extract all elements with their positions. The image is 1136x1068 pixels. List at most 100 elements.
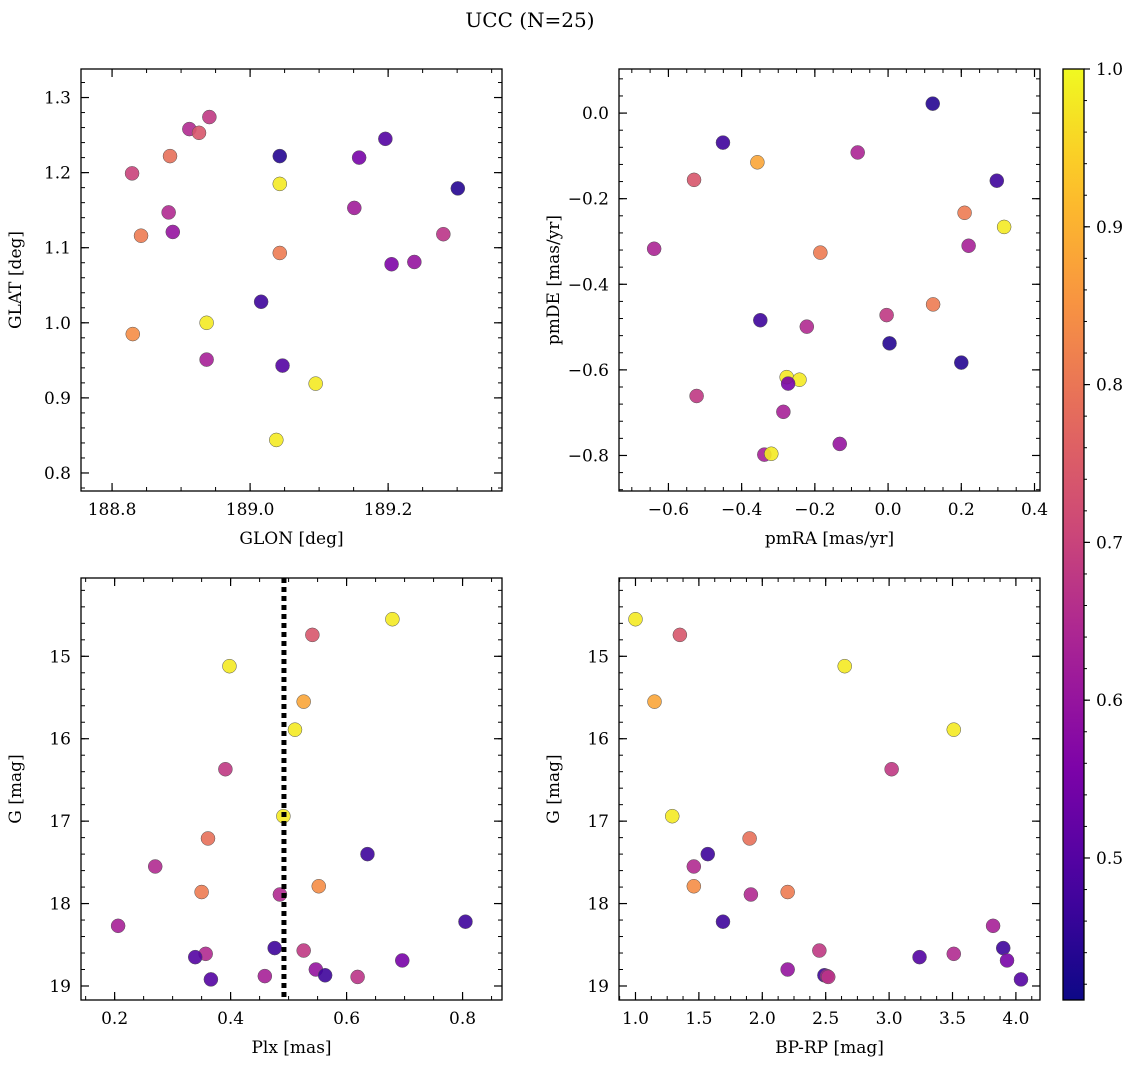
data-point bbox=[269, 432, 284, 448]
colorbar-tick-label: 0.8 bbox=[1096, 376, 1123, 396]
data-point bbox=[317, 968, 333, 983]
data-point bbox=[1013, 972, 1029, 987]
x-tick-label: 0.2 bbox=[948, 500, 975, 520]
data-point bbox=[999, 953, 1015, 968]
data-point bbox=[912, 949, 927, 965]
data-point bbox=[305, 627, 320, 643]
data-point bbox=[780, 376, 796, 391]
x-axis-label: pmRA [mas/yr] bbox=[765, 529, 894, 549]
y-tick-label: 16 bbox=[49, 730, 71, 750]
x-tick-label: 2.5 bbox=[812, 1009, 839, 1029]
points bbox=[124, 109, 466, 448]
data-point bbox=[203, 972, 219, 987]
x-tick-label: 0.4 bbox=[1021, 500, 1048, 520]
axes-frame bbox=[80, 68, 503, 492]
data-point bbox=[436, 226, 451, 242]
y-tick-label: 1.2 bbox=[44, 164, 71, 184]
y-tick-label: 1.1 bbox=[44, 239, 71, 259]
data-point bbox=[385, 611, 400, 627]
y-tick-label: 17 bbox=[587, 812, 609, 832]
data-point bbox=[996, 219, 1012, 235]
data-point bbox=[272, 245, 288, 261]
data-point bbox=[384, 256, 399, 272]
data-point bbox=[961, 238, 976, 254]
x-tick-label: 3.0 bbox=[876, 1009, 903, 1029]
points bbox=[110, 611, 473, 987]
x-tick-label: 0.0 bbox=[875, 500, 902, 520]
data-point bbox=[925, 297, 941, 312]
y-tick-label: −0.6 bbox=[568, 361, 609, 381]
y-axis-label: G [mag] bbox=[6, 754, 26, 823]
data-point bbox=[686, 879, 702, 894]
y-axis-label: pmDE [mas/yr] bbox=[544, 215, 564, 345]
figure-title: UCC (N=25) bbox=[465, 8, 594, 32]
colorbar-tick-label: 0.9 bbox=[1096, 218, 1123, 238]
data-point bbox=[272, 148, 288, 164]
data-point bbox=[700, 846, 716, 862]
x-tick-label: −0.2 bbox=[794, 500, 835, 520]
data-point bbox=[799, 319, 815, 334]
points bbox=[646, 96, 1012, 462]
y-tick-label: 19 bbox=[587, 977, 609, 997]
data-point bbox=[882, 336, 897, 351]
data-point bbox=[458, 914, 473, 929]
data-point bbox=[689, 388, 704, 404]
data-point bbox=[296, 694, 311, 709]
data-point bbox=[780, 884, 795, 900]
colorbar-tick-label: 0.7 bbox=[1096, 533, 1123, 553]
data-point bbox=[812, 943, 827, 958]
x-tick-label: 2.0 bbox=[749, 1009, 776, 1029]
y-tick-label: −0.2 bbox=[568, 190, 609, 210]
data-point bbox=[253, 294, 269, 310]
data-point bbox=[646, 241, 662, 257]
panel-color-g: 1.0 1.5 2.0 2.5 3.0 3.5 4.0 15 16 17 18 19 BP-RP [ma… bbox=[544, 577, 1041, 1058]
data-point bbox=[287, 722, 303, 737]
y-axis-label: GLAT [deg] bbox=[6, 231, 26, 329]
panel-pmra-pmde: −0.6 −0.4 −0.2 0.0 0.2 0.4 −0.8 −0.6 −0.4 −0.2 0.0… bbox=[544, 68, 1048, 549]
x-tick-label: −0.6 bbox=[648, 500, 689, 520]
data-point bbox=[742, 831, 757, 846]
x-tick-label: 3.5 bbox=[939, 1009, 966, 1029]
x-tick-label: 4.0 bbox=[1002, 1009, 1029, 1029]
y-tick-label: 0.0 bbox=[582, 104, 609, 124]
data-point bbox=[985, 918, 1001, 934]
data-point bbox=[665, 808, 680, 824]
y-axis-label: G [mag] bbox=[544, 754, 564, 823]
data-point bbox=[222, 658, 237, 674]
x-axis-label: BP-RP [mag] bbox=[775, 1038, 884, 1058]
data-point bbox=[954, 355, 969, 370]
data-point bbox=[850, 145, 865, 160]
colorbar-frame bbox=[1062, 68, 1085, 1001]
data-point bbox=[267, 940, 282, 956]
data-point bbox=[110, 918, 126, 934]
data-point bbox=[753, 312, 768, 328]
data-point bbox=[750, 155, 765, 170]
data-point bbox=[946, 722, 962, 737]
data-point bbox=[187, 949, 203, 965]
colorbar: 0.5 0.6 0.7 0.8 0.9 1.0 bbox=[1062, 60, 1123, 1001]
y-tick-label: −0.8 bbox=[568, 446, 609, 466]
data-point bbox=[764, 446, 779, 462]
data-point bbox=[202, 109, 217, 125]
y-tick-label: 15 bbox=[587, 647, 609, 667]
x-tick-label: 0.4 bbox=[217, 1009, 244, 1029]
y-tick-label: 0.9 bbox=[44, 389, 71, 409]
x-tick-label: 0.6 bbox=[333, 1009, 360, 1029]
y-tick-label: 17 bbox=[49, 812, 71, 832]
x-tick-label: 0.8 bbox=[449, 1009, 476, 1029]
x-tick-label: 188.8 bbox=[88, 500, 137, 520]
data-point bbox=[378, 131, 393, 147]
data-point bbox=[147, 859, 163, 874]
data-point bbox=[272, 176, 288, 192]
data-point bbox=[780, 962, 795, 977]
x-tick-label: 0.2 bbox=[101, 1009, 128, 1029]
data-point bbox=[628, 611, 643, 627]
axes-frame bbox=[618, 577, 1041, 1001]
data-point bbox=[989, 173, 1005, 188]
data-point bbox=[995, 940, 1011, 956]
y-tick-label: 16 bbox=[587, 730, 609, 750]
data-point bbox=[275, 358, 290, 373]
data-point bbox=[957, 205, 972, 221]
y-tick-label: 15 bbox=[49, 647, 71, 667]
